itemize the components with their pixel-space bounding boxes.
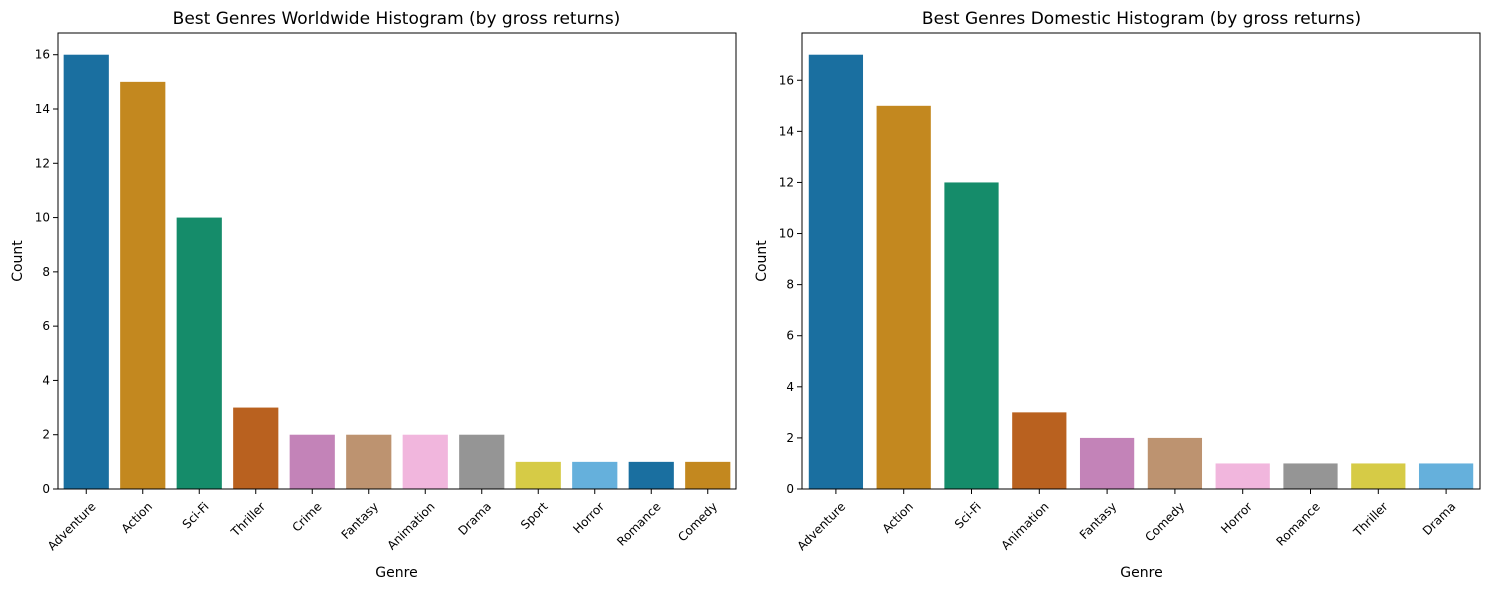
worldwide-chart: Best Genres Worldwide Histogram (by gros… bbox=[10, 9, 737, 581]
worldwide-x-tick-label: Romance bbox=[614, 499, 663, 548]
worldwide-x-tick-label: Animation bbox=[384, 499, 437, 552]
worldwide-y-axis-label: Count bbox=[10, 240, 26, 282]
worldwide-y-tick-label: 10 bbox=[35, 211, 50, 225]
domestic-bar-adventure bbox=[808, 54, 864, 490]
domestic-y-tick-label: 0 bbox=[786, 482, 794, 496]
domestic-bar-thriller bbox=[1351, 463, 1406, 489]
domestic-x-tick-label: Sci-Fi bbox=[952, 499, 984, 531]
domestic-bar-animation bbox=[1012, 412, 1067, 489]
worldwide-plot-frame bbox=[57, 32, 737, 490]
domestic-y-tick-label: 8 bbox=[786, 278, 794, 292]
worldwide-bar-comedy bbox=[685, 461, 731, 489]
worldwide-x-tick-label: Horror bbox=[570, 499, 607, 536]
worldwide-bar-romance bbox=[628, 461, 674, 489]
worldwide-bar-sport bbox=[515, 461, 561, 489]
domestic-x-tick-label: Action bbox=[880, 499, 916, 535]
worldwide-x-ticks: Adventure Action Sci-Fi Thriller Crime Fantas… bbox=[45, 489, 720, 553]
worldwide-y-tick-label: 0 bbox=[42, 482, 50, 496]
domestic-bar-comedy bbox=[1147, 437, 1203, 489]
domestic-y-tick-label: 16 bbox=[779, 73, 794, 87]
worldwide-x-tick-label: Crime bbox=[289, 499, 324, 534]
domestic-y-ticks: 0 2 4 6 8 10 12 14 16 bbox=[779, 73, 802, 496]
domestic-bar-horror bbox=[1215, 463, 1270, 489]
domestic-bars bbox=[808, 54, 1474, 490]
domestic-x-ticks: Adventure Action Sci-Fi Animation Fantasy Com… bbox=[794, 489, 1458, 553]
worldwide-bar-drama bbox=[459, 434, 505, 489]
domestic-plot-frame bbox=[801, 32, 1481, 490]
worldwide-x-tick-label: Sport bbox=[518, 499, 551, 532]
worldwide-bar-horror bbox=[572, 461, 618, 489]
worldwide-bar-adventure bbox=[63, 54, 109, 490]
domestic-bar-action bbox=[876, 105, 931, 489]
domestic-y-tick-label: 6 bbox=[786, 329, 794, 343]
worldwide-x-tick-label: Comedy bbox=[675, 499, 720, 544]
worldwide-bar-animation bbox=[402, 434, 448, 489]
domestic-chart: Best Genres Domestic Histogram (by gross… bbox=[754, 9, 1481, 581]
domestic-x-tick-label: Fantasy bbox=[1077, 499, 1120, 542]
worldwide-bar-thriller bbox=[233, 407, 279, 489]
worldwide-x-axis-label: Genre bbox=[375, 565, 417, 581]
worldwide-x-tick-label: Fantasy bbox=[339, 499, 382, 542]
worldwide-x-tick-label: Thriller bbox=[228, 499, 268, 539]
worldwide-y-tick-label: 16 bbox=[35, 48, 50, 62]
worldwide-bar-action bbox=[120, 81, 166, 490]
worldwide-chart-title: Best Genres Worldwide Histogram (by gros… bbox=[173, 9, 621, 29]
worldwide-x-tick-label: Sci-Fi bbox=[180, 499, 212, 531]
domestic-y-tick-label: 12 bbox=[779, 175, 794, 189]
worldwide-y-tick-label: 14 bbox=[35, 102, 50, 116]
worldwide-x-tick-label: Drama bbox=[455, 499, 494, 538]
domestic-x-tick-label: Drama bbox=[1420, 499, 1459, 538]
domestic-bar-romance bbox=[1283, 463, 1338, 489]
domestic-chart-title: Best Genres Domestic Histogram (by gross… bbox=[922, 9, 1361, 29]
worldwide-x-tick-label: Adventure bbox=[45, 499, 99, 553]
worldwide-y-tick-label: 6 bbox=[42, 319, 50, 333]
domestic-y-tick-label: 2 bbox=[786, 431, 794, 445]
domestic-x-tick-label: Comedy bbox=[1142, 499, 1187, 544]
worldwide-y-tick-label: 2 bbox=[42, 428, 50, 442]
domestic-x-tick-label: Horror bbox=[1218, 499, 1255, 536]
worldwide-bar-fantasy bbox=[346, 434, 392, 489]
domestic-y-axis-label: Count bbox=[754, 240, 770, 282]
domestic-y-tick-label: 10 bbox=[779, 227, 794, 241]
domestic-x-tick-label: Animation bbox=[998, 499, 1051, 552]
domestic-bar-sci-fi bbox=[944, 182, 999, 489]
worldwide-bar-crime bbox=[289, 434, 335, 489]
domestic-y-tick-label: 4 bbox=[786, 380, 794, 394]
worldwide-bars bbox=[63, 54, 731, 490]
worldwide-x-tick-label: Action bbox=[119, 499, 155, 535]
worldwide-bar-sci-fi bbox=[176, 217, 222, 489]
worldwide-y-tick-label: 4 bbox=[42, 373, 50, 387]
domestic-x-tick-label: Adventure bbox=[794, 499, 848, 553]
worldwide-y-tick-label: 8 bbox=[42, 265, 50, 279]
domestic-x-tick-label: Thriller bbox=[1350, 499, 1390, 539]
domestic-bar-fantasy bbox=[1079, 437, 1135, 489]
domestic-x-tick-label: Romance bbox=[1273, 499, 1322, 548]
domestic-bar-drama bbox=[1418, 463, 1474, 489]
worldwide-y-ticks: 0 2 4 6 8 10 12 14 16 bbox=[35, 48, 58, 496]
domestic-y-tick-label: 14 bbox=[779, 124, 794, 138]
domestic-x-axis-label: Genre bbox=[1120, 565, 1162, 581]
worldwide-y-tick-label: 12 bbox=[35, 156, 50, 170]
